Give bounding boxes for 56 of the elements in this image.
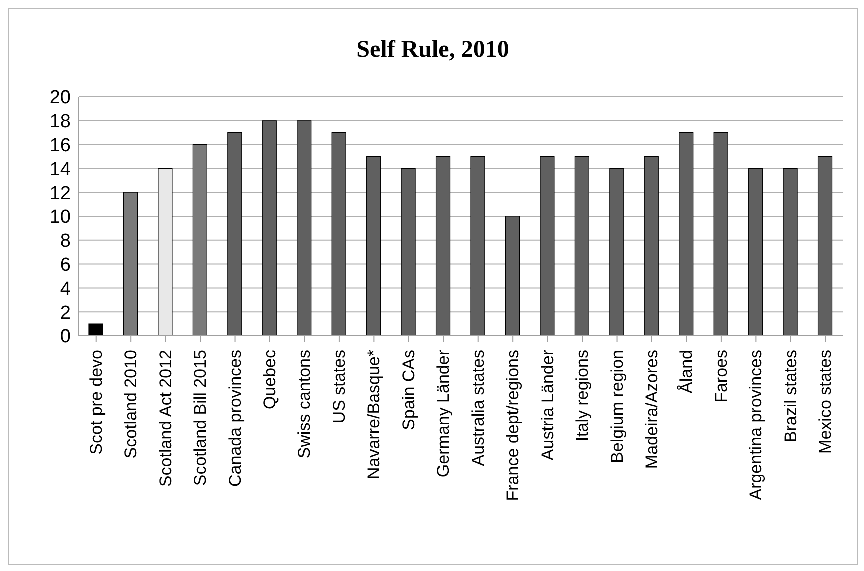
bar: [192, 144, 208, 336]
y-tick-label: 4: [60, 278, 72, 300]
x-tick-label: Germany Länder: [434, 350, 454, 478]
bar: [332, 132, 346, 336]
bar: [401, 168, 416, 336]
x-tick-label: Navarre/Basque*: [364, 350, 384, 480]
y-tick-label: 16: [50, 136, 71, 157]
bar: [505, 216, 520, 336]
bar: [366, 156, 382, 336]
x-tick-label: Spain CAs: [399, 350, 418, 430]
x-tick-label: US states: [330, 350, 349, 424]
x-tick-label: Scotland 2010: [122, 350, 141, 459]
bar: [228, 132, 242, 336]
bar: [574, 156, 590, 336]
x-tick-label: Australia states: [468, 350, 488, 466]
x-tick-label: Åland: [677, 350, 696, 394]
x-tick-label: France dept/regions: [504, 350, 523, 502]
x-tick-label: Brazil states: [781, 350, 800, 443]
y-tick-label: 6: [60, 255, 71, 276]
x-tick-label: Scot pre devo: [86, 350, 106, 455]
x-tick-label: Scotland Act 2012: [156, 350, 176, 488]
bar: [679, 132, 694, 336]
bar: [818, 156, 833, 336]
x-tick-label: Argentina provinces: [746, 350, 766, 500]
y-tick-label: 12: [50, 183, 71, 204]
x-tick-label: Italy regions: [573, 350, 592, 442]
x-tick-label: Belgium region: [608, 350, 627, 464]
bar: [123, 192, 138, 336]
bar: [714, 132, 728, 336]
x-tick-label: Canada provinces: [226, 350, 245, 488]
y-tick-label: 14: [50, 159, 72, 180]
bar: [610, 168, 624, 336]
bar: [470, 156, 486, 336]
chart-title: Self Rule, 2010: [356, 37, 510, 64]
x-tick-label: Mexico states: [816, 350, 836, 454]
x-tick-label: Quebec: [260, 350, 280, 410]
x-tick-label: Faroes: [712, 350, 731, 403]
y-tick-label: 20: [50, 88, 71, 109]
bar: [436, 156, 451, 336]
bar: [158, 168, 173, 336]
x-tick-label: Madeira/Azores: [642, 350, 662, 470]
y-tick-label: 8: [60, 231, 71, 252]
x-tick-label: Austria Länder: [538, 350, 558, 461]
bar: [748, 168, 764, 336]
y-tick-label: 10: [50, 207, 71, 228]
x-tick-label: Scotland Bill 2015: [191, 350, 210, 486]
x-tick-label: Swiss cantons: [295, 350, 314, 459]
bar: [88, 324, 104, 336]
bar: [297, 120, 312, 336]
y-tick-label: 2: [60, 302, 71, 324]
bar: [540, 156, 555, 336]
bar: [783, 168, 798, 336]
bar: [644, 156, 659, 336]
y-tick-label: 18: [50, 112, 71, 133]
bar: [262, 120, 277, 336]
y-tick-label: 0: [60, 326, 71, 348]
